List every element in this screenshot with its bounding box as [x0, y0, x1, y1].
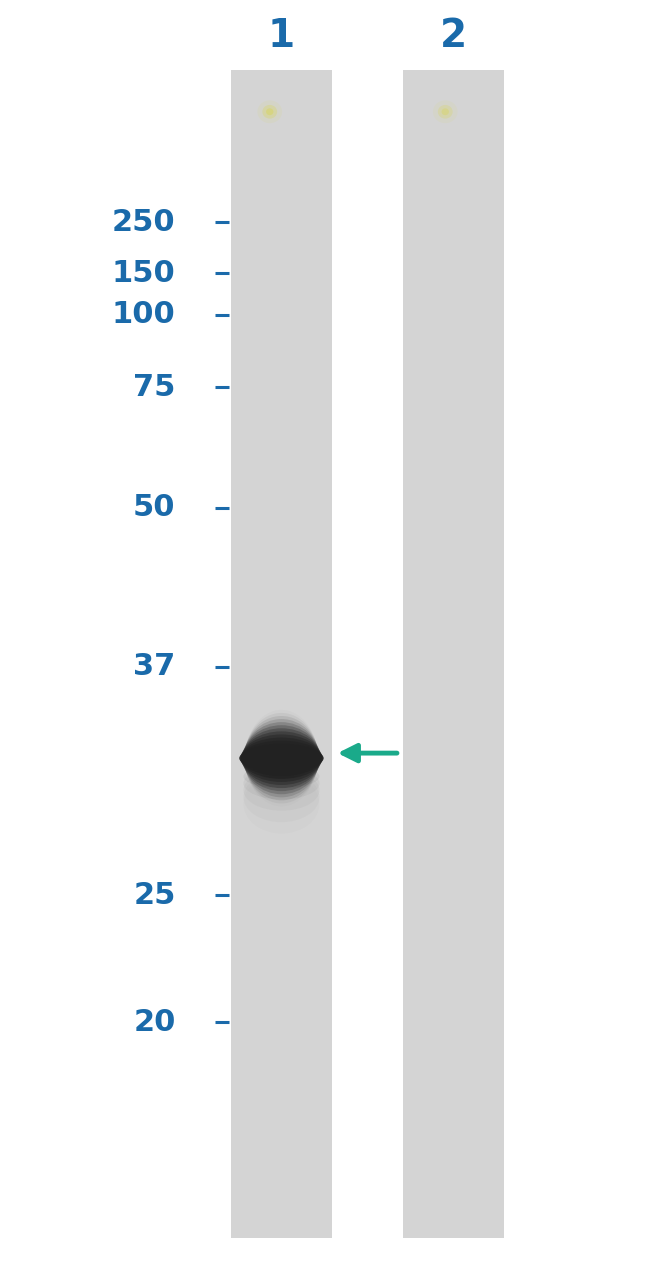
Ellipse shape: [243, 765, 320, 787]
Ellipse shape: [243, 723, 320, 794]
Ellipse shape: [266, 108, 274, 116]
Text: 37: 37: [133, 653, 176, 681]
Ellipse shape: [239, 747, 324, 770]
Text: 50: 50: [133, 494, 176, 522]
Ellipse shape: [244, 719, 319, 798]
Ellipse shape: [433, 100, 458, 123]
Text: 2: 2: [440, 17, 467, 55]
Ellipse shape: [244, 716, 318, 800]
Ellipse shape: [438, 105, 452, 118]
Bar: [403, 70, 504, 1238]
Text: 100: 100: [112, 301, 176, 329]
Ellipse shape: [241, 734, 322, 782]
Bar: [231, 70, 332, 1238]
Ellipse shape: [242, 725, 320, 791]
Text: 25: 25: [133, 881, 176, 909]
Ellipse shape: [242, 732, 321, 785]
Ellipse shape: [441, 108, 449, 116]
Text: 1: 1: [268, 17, 295, 55]
Text: 250: 250: [112, 208, 176, 236]
Ellipse shape: [242, 728, 320, 789]
Ellipse shape: [244, 712, 318, 804]
Ellipse shape: [257, 100, 282, 123]
Ellipse shape: [240, 738, 322, 779]
Ellipse shape: [263, 105, 277, 118]
Ellipse shape: [240, 740, 322, 776]
Ellipse shape: [240, 744, 323, 772]
Text: 150: 150: [112, 259, 176, 287]
Text: 20: 20: [133, 1008, 176, 1036]
Text: 75: 75: [133, 373, 176, 401]
